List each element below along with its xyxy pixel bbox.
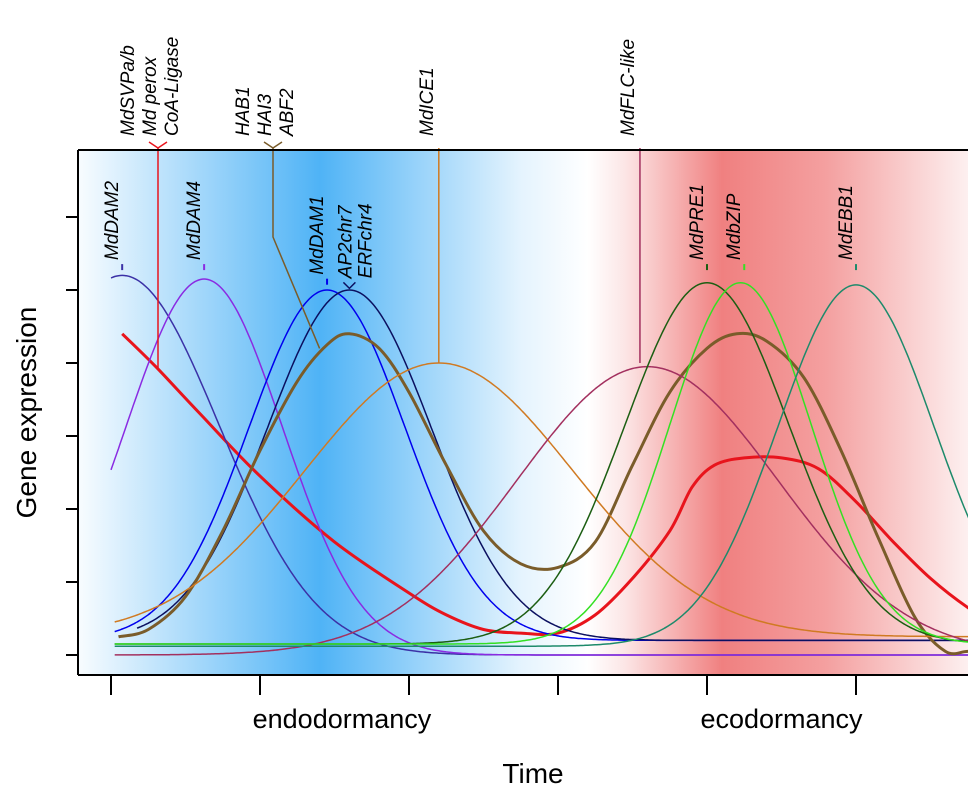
- gene-label-md-perox: Md perox: [140, 55, 161, 136]
- series-line-mdbzip: [114, 281, 968, 645]
- gene-label-coa-ligase: CoA-Ligase: [162, 37, 183, 136]
- gene-annotations: MdSVPa/b Md perox CoA-Ligase HAB1 HAI3 ABF2 Md…: [102, 37, 857, 368]
- annotation-fork: [263, 141, 283, 149]
- annotation-mddam2: MdDAM2: [102, 180, 124, 271]
- series-line-mdebb1: [114, 284, 968, 647]
- series-line-ap2chr7-erfchr4: [136, 289, 968, 642]
- axes: endodormancy ecodormancy: [66, 149, 968, 734]
- x-axis-title: Time: [502, 758, 563, 789]
- gene-label-mddam4: MdDAM4: [184, 181, 205, 260]
- series-line-mdsvpa-b-md-perox-coa-ligase: [121, 332, 968, 637]
- gene-label-mdflc-like: MdFLC-like: [618, 39, 639, 136]
- series-line-hab1-hai3-abf2: [118, 331, 968, 656]
- region-label-endodormancy: endodormancy: [253, 704, 432, 734]
- expression-curves: [110, 274, 968, 656]
- gene-label-mdebb1: MdEBB1: [836, 185, 857, 260]
- gene-label-mdpre1: MdPRE1: [687, 184, 708, 260]
- gene-label-hai3: HAI3: [255, 93, 276, 136]
- annotation-mdice1: MdICE1: [417, 67, 440, 363]
- series-line-mddam4: [110, 278, 968, 656]
- gene-label-mdbzip: MdbZIP: [724, 193, 745, 260]
- annotation-hab1: HAB1 HAI3 ABF2: [233, 86, 321, 349]
- annotation-fork: [342, 281, 356, 290]
- gene-label-erfchr4: ERFchr4: [355, 203, 376, 278]
- annotation-mdbzip: MdbZIP: [724, 193, 746, 271]
- region-label-ecodormancy: ecodormancy: [700, 704, 863, 734]
- gene-label-mdsvpa-b: MdSVPa/b: [118, 45, 139, 136]
- gene-label-mddam1: MdDAM1: [307, 196, 328, 275]
- annotation-mddam4: MdDAM4: [184, 181, 206, 271]
- annotation-mdsvpa-b: MdSVPa/b Md perox CoA-Ligase: [118, 37, 183, 368]
- annotation-ap2chr7: AP2chr7 ERFchr4: [335, 203, 376, 290]
- annotation-fork: [148, 141, 168, 149]
- series-line-mdice1: [114, 362, 968, 638]
- annotation-mdebb1: MdEBB1: [836, 185, 857, 271]
- gene-label-mddam2: MdDAM2: [102, 180, 123, 260]
- series-line-mdflc-like: [114, 365, 968, 656]
- y-axis-title: Gene expression: [11, 307, 42, 519]
- annotation-mdflc-like: MdFLC-like: [618, 39, 641, 363]
- gene-label-mdice1: MdICE1: [417, 67, 438, 136]
- gene-label-abf2: ABF2: [277, 88, 298, 137]
- annotation-mdpre1: MdPRE1: [687, 184, 708, 271]
- gene-label-ap2chr7: AP2chr7: [335, 204, 356, 279]
- annotation-leader: [272, 148, 321, 349]
- gene-label-hab1: HAB1: [233, 86, 254, 136]
- annotation-mddam1: MdDAM1: [307, 196, 329, 285]
